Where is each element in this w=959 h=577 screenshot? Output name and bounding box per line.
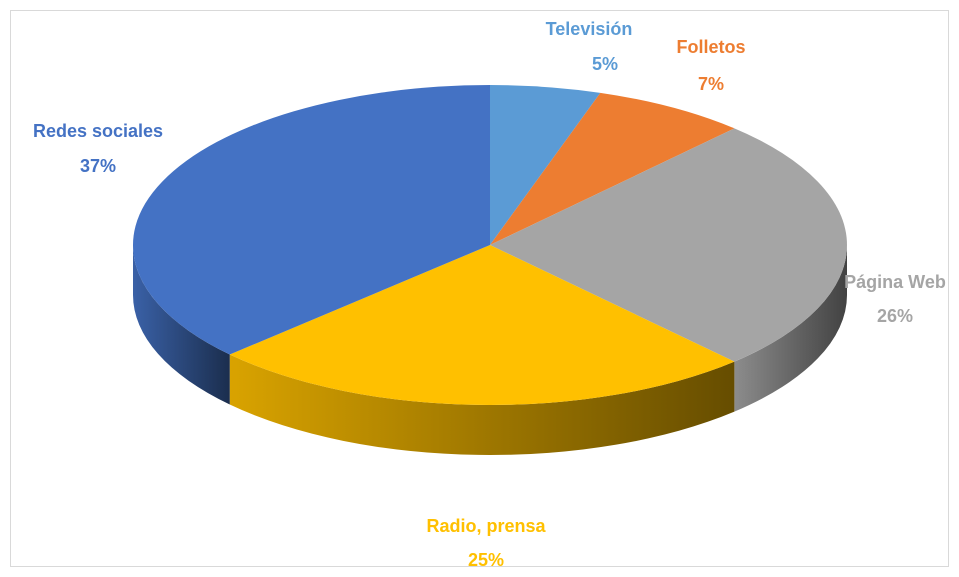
value-label: 37% bbox=[80, 156, 116, 176]
category-label: Folletos bbox=[676, 37, 745, 57]
value-label: 7% bbox=[698, 74, 724, 94]
slice bbox=[490, 92, 735, 245]
value-label: 25% bbox=[468, 550, 504, 570]
pie-sides bbox=[133, 245, 847, 456]
pie-tops bbox=[133, 85, 847, 406]
slice bbox=[133, 85, 491, 355]
slice-side bbox=[133, 245, 230, 405]
category-label: Televisión bbox=[546, 19, 633, 39]
slice-side bbox=[229, 354, 735, 456]
slice bbox=[490, 128, 847, 362]
category-label: Página Web bbox=[844, 272, 946, 292]
slice bbox=[229, 245, 735, 406]
data-labels: Televisión 5% Folletos 7% Página Web 26% Radio… bbox=[33, 19, 946, 570]
value-label: 26% bbox=[877, 306, 913, 326]
slice bbox=[490, 85, 601, 245]
value-label: 5% bbox=[592, 54, 618, 74]
slice-side bbox=[734, 245, 847, 412]
category-label: Radio, prensa bbox=[426, 516, 546, 536]
category-label: Redes sociales bbox=[33, 121, 163, 141]
